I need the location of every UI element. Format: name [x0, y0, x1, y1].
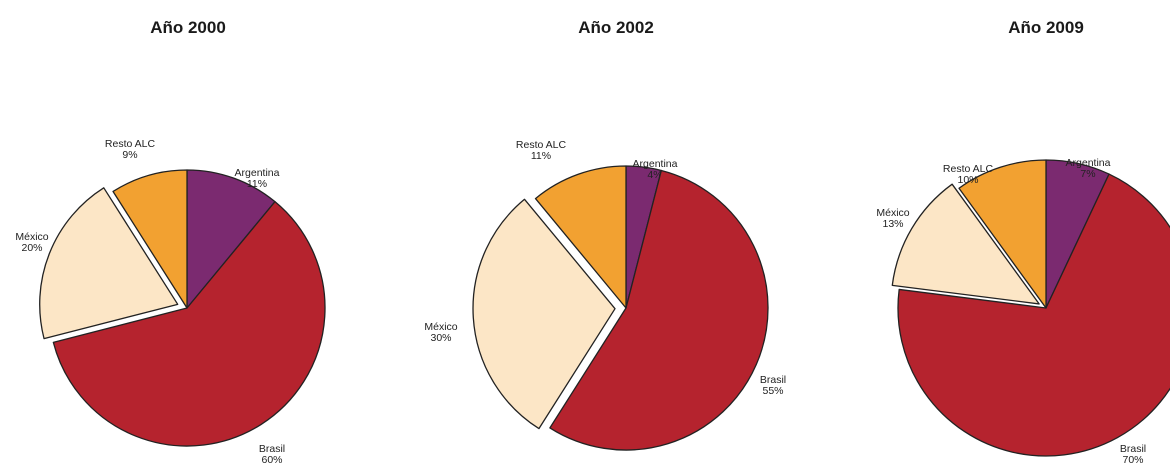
slice-label-resto-alc: Resto ALC 11% [516, 139, 567, 162]
slice-label-mexico: México 13% [876, 207, 909, 230]
slice-name: Resto ALC [516, 139, 567, 151]
slice-value: 7% [1080, 168, 1095, 180]
pie-slice-argentina [186, 169, 276, 309]
slice-label-mexico: México 30% [424, 321, 457, 344]
slice-name: Brasil [760, 374, 786, 386]
pie-chart-2002: Año 2002 Argentina 4%Brasil 55%México 30%Re… [424, 18, 786, 451]
pie-chart-2000: Año 2000 Argentina 11% Brasil 60% México 20% R… [15, 18, 326, 466]
chart-title: Año 2002 [578, 18, 654, 37]
slice-value: 55% [762, 385, 783, 397]
slice-name: México [424, 321, 457, 333]
chart-title: Año 2000 [150, 18, 226, 37]
slice-label-mexico: México 20% [15, 231, 48, 254]
slice-value: 30% [430, 332, 451, 344]
slice-value: 10% [957, 174, 978, 186]
pie-chart-2009: Año 2009 Argentina 7% Brasil 70% México 13% Re… [876, 18, 1170, 466]
slice-value: 13% [882, 218, 903, 230]
slice-value: 70% [1122, 454, 1143, 466]
slice-name: Argentina [633, 158, 678, 170]
slice-name: México [15, 231, 48, 243]
pie-slice-resto-alc [958, 159, 1047, 309]
slice-label-brasil: Brasil 70% [1120, 443, 1146, 466]
slice-name: Resto ALC [105, 138, 156, 150]
slice-value: 11% [247, 178, 267, 190]
slice-value: 20% [21, 242, 42, 254]
slice-value: 9% [122, 149, 137, 161]
slice-name: Argentina [235, 167, 280, 179]
slice-label-argentina: Argentina 11% [235, 167, 280, 190]
pie-slice-brasil [52, 201, 326, 447]
slice-label-argentina: Argentina 7% [1066, 157, 1111, 180]
slice-name: Brasil [259, 443, 285, 455]
slice-label-resto-alc: Resto ALC 9% [105, 138, 156, 161]
slice-name: Resto ALC [943, 163, 994, 175]
slice-value: 11% [531, 150, 551, 162]
slice-name: Brasil [1120, 443, 1146, 455]
slice-name: Argentina [1066, 157, 1111, 169]
slice-value: 60% [261, 454, 282, 466]
slice-name: México [876, 207, 909, 219]
pie-slice-resto-alc [112, 169, 188, 309]
chart-title: Año 2009 [1008, 18, 1084, 37]
pie-slice-mexico [891, 183, 1040, 305]
slice-label-brasil: Brasil 55% [760, 374, 786, 397]
slice-label-resto-alc: Resto ALC 10% [943, 163, 994, 186]
pie-slice-resto-alc [534, 165, 627, 309]
slice-label-brasil: Brasil 60% [259, 443, 285, 466]
pie-slice-mexico [39, 187, 179, 340]
pie-slice-brasil [897, 173, 1170, 457]
pie-slice-mexico [472, 198, 616, 430]
pie-slice-brasil [549, 169, 769, 451]
